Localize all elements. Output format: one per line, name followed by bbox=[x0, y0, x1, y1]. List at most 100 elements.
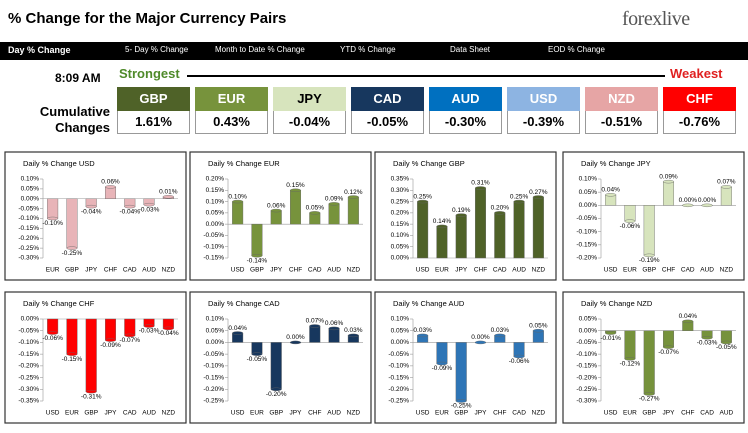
bar bbox=[532, 330, 544, 343]
y-tick-label: -0.15% bbox=[576, 242, 597, 249]
x-tick-label: AUD bbox=[719, 410, 733, 417]
tab[interactable]: YTD % Change bbox=[340, 45, 396, 54]
data-label: 0.03% bbox=[413, 327, 432, 334]
tab[interactable]: Data Sheet bbox=[450, 45, 491, 54]
bar-cap bbox=[701, 336, 713, 340]
data-label: 0.07% bbox=[717, 179, 736, 186]
bar-cap bbox=[513, 354, 525, 359]
y-tick-label: -0.25% bbox=[203, 398, 224, 405]
bar-cap bbox=[417, 333, 429, 338]
x-tick-label: CHF bbox=[289, 267, 302, 274]
data-label: 0.10% bbox=[228, 193, 247, 200]
x-tick-label: JPY bbox=[270, 267, 283, 274]
tab[interactable]: EOD % Change bbox=[548, 45, 605, 54]
bar-cap bbox=[309, 211, 321, 215]
y-tick-label: -0.30% bbox=[18, 386, 39, 393]
data-label: 0.07% bbox=[306, 318, 325, 325]
y-tick-label: -0.25% bbox=[388, 398, 409, 405]
x-tick-label: CHF bbox=[104, 267, 117, 274]
bar bbox=[347, 196, 359, 225]
x-tick-label: GBP bbox=[84, 410, 98, 417]
bar-cap bbox=[682, 319, 694, 324]
tab[interactable]: Month to Date % Change bbox=[215, 45, 305, 54]
tab[interactable]: Day % Change bbox=[8, 45, 71, 55]
x-tick-label: USD bbox=[231, 410, 245, 417]
tab[interactable]: 5- Day % Change bbox=[125, 45, 189, 54]
bar bbox=[720, 330, 732, 343]
bar-cap bbox=[720, 185, 732, 189]
y-tick-label: -0.20% bbox=[388, 386, 409, 393]
y-tick-label: -0.15% bbox=[388, 374, 409, 381]
data-label: -0.15% bbox=[62, 356, 83, 363]
y-tick-label: 0.00% bbox=[579, 202, 598, 209]
weakest-label: Weakest bbox=[670, 66, 723, 81]
data-label: -0.05% bbox=[247, 356, 268, 363]
x-tick-label: EUR bbox=[623, 267, 637, 274]
y-tick-label: -0.25% bbox=[576, 386, 597, 393]
data-label: 0.05% bbox=[529, 322, 548, 329]
x-tick-label: EUR bbox=[435, 410, 449, 417]
data-label: 0.27% bbox=[529, 189, 548, 196]
currency-name: CAD bbox=[351, 87, 424, 111]
data-label: -0.04% bbox=[81, 208, 102, 215]
bar-cap bbox=[232, 199, 244, 204]
bar bbox=[47, 318, 59, 334]
bar-cap bbox=[85, 389, 97, 394]
x-tick-label: GBP bbox=[454, 410, 468, 417]
bar-cap bbox=[309, 324, 321, 328]
x-tick-label: JPY bbox=[105, 410, 118, 417]
data-label: -0.10% bbox=[42, 220, 63, 227]
x-tick-label: CAD bbox=[681, 267, 695, 274]
y-tick-label: -0.10% bbox=[18, 215, 39, 222]
bar-cap bbox=[85, 204, 97, 209]
x-tick-label: GBP bbox=[269, 410, 283, 417]
data-label: -0.03% bbox=[139, 206, 160, 213]
y-tick-label: 0.20% bbox=[391, 210, 410, 217]
data-label: 0.09% bbox=[659, 173, 678, 180]
data-label: 0.00% bbox=[679, 197, 698, 204]
data-label: -0.27% bbox=[639, 396, 660, 403]
y-tick-label: -0.10% bbox=[576, 351, 597, 358]
data-label: -0.31% bbox=[81, 393, 102, 400]
bar-cap bbox=[47, 331, 59, 335]
x-tick-label: EUR bbox=[46, 267, 60, 274]
currency-name: JPY bbox=[273, 87, 346, 111]
x-tick-label: JPY bbox=[455, 267, 468, 274]
chart-title: Daily % Change USD bbox=[23, 159, 95, 168]
currency-name: NZD bbox=[585, 87, 658, 111]
bar bbox=[455, 342, 467, 402]
x-tick-label: EUR bbox=[435, 267, 449, 274]
bar bbox=[328, 203, 340, 225]
data-label: 0.00% bbox=[698, 197, 717, 204]
y-tick-label: 0.10% bbox=[206, 316, 225, 323]
strongest-label: Strongest bbox=[119, 66, 180, 81]
data-label: 0.15% bbox=[286, 182, 305, 189]
y-tick-label: 0.00% bbox=[579, 327, 598, 334]
data-label: -0.06% bbox=[42, 335, 63, 342]
bar bbox=[624, 330, 636, 360]
bar-cap bbox=[47, 216, 59, 221]
page-title: % Change for the Major Currency Pairs bbox=[8, 10, 287, 27]
x-tick-label: NZD bbox=[162, 267, 176, 274]
bar bbox=[513, 201, 525, 259]
x-tick-label: GBP bbox=[642, 410, 656, 417]
chart-title: Daily % Change JPY bbox=[581, 159, 651, 168]
bar bbox=[104, 318, 117, 341]
currency-box: CAD -0.05% bbox=[351, 87, 424, 134]
bar bbox=[270, 342, 282, 390]
y-tick-label: -0.05% bbox=[576, 215, 597, 222]
bar bbox=[436, 342, 448, 364]
x-tick-label: CAD bbox=[308, 267, 322, 274]
y-tick-label: 0.15% bbox=[206, 187, 225, 194]
bar-cap bbox=[643, 253, 655, 258]
x-tick-label: JPY bbox=[85, 267, 98, 274]
bar-cap bbox=[455, 399, 467, 403]
currency-box: JPY -0.04% bbox=[273, 87, 346, 134]
bar-cap bbox=[474, 340, 487, 345]
bar-cap bbox=[455, 213, 467, 217]
y-tick-label: 0.15% bbox=[391, 221, 410, 228]
y-tick-label: 0.00% bbox=[206, 339, 225, 346]
data-label: -0.04% bbox=[158, 330, 179, 337]
y-tick-label: -0.20% bbox=[18, 235, 39, 242]
y-tick-label: 0.05% bbox=[206, 327, 225, 334]
